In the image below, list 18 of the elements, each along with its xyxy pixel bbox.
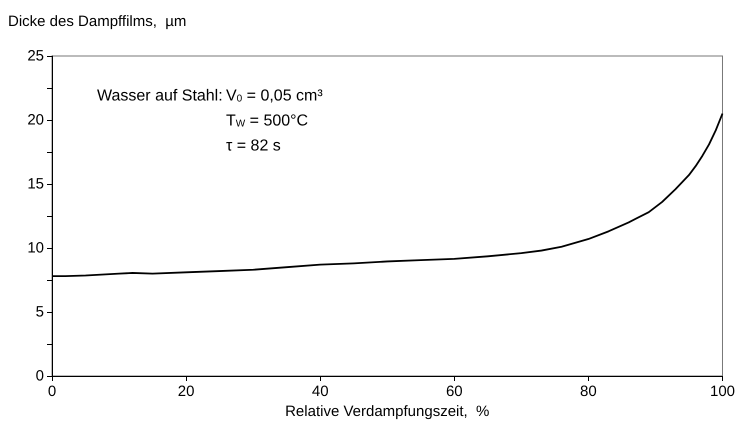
x-tick-label: 80 — [580, 383, 597, 400]
y-tick-label: 25 — [27, 48, 44, 64]
annotation: TW = 500°C — [226, 112, 308, 130]
y-tick-label: 15 — [27, 176, 44, 192]
y-axis-title: Dicke des Dampffilms, µm — [8, 13, 186, 30]
y-tick-label: 0 — [36, 368, 44, 384]
x-tick-label: 20 — [178, 383, 194, 400]
y-tick-label: 10 — [27, 240, 44, 256]
x-axis-title: Relative Verdampfungszeit, % — [285, 403, 490, 420]
y-tick-label: 5 — [36, 304, 44, 320]
annotation: τ = 82 s — [226, 138, 281, 154]
y-tick-label: 20 — [27, 112, 44, 128]
x-tick-label: 40 — [312, 383, 329, 400]
x-tick-label: 60 — [446, 383, 463, 400]
annotation: Wasser auf Stahl: — [97, 88, 223, 104]
x-tick-label: 0 — [48, 383, 56, 400]
annotation: V0 = 0,05 cm³ — [226, 88, 324, 104]
x-tick-label: 100 — [710, 383, 735, 400]
